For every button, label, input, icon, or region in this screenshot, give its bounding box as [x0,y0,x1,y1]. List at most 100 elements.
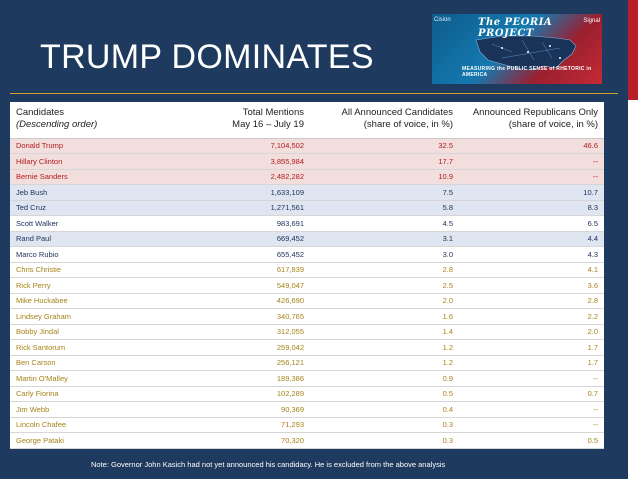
republicans-share-cell: -- [459,370,604,387]
total-mentions-cell: 1,271,561 [160,200,310,216]
candidate-name-cell: Ben Carson [10,355,160,371]
all-candidates-share-cell: 0.9 [310,370,459,387]
cision-brand: Cision [434,17,451,23]
republicans-share-cell: -- [459,153,604,170]
republicans-share-cell: -- [459,169,604,185]
total-mentions-cell: 426,690 [160,293,310,309]
republicans-share-cell: -- [459,417,604,433]
all-candidates-share-cell: 3.1 [310,231,459,247]
total-mentions-cell: 617,839 [160,262,310,278]
republicans-share-cell: 4.1 [459,262,604,278]
table-row: Rand Paul 669,452 3.1 4.4 [10,231,604,247]
candidate-name-cell: Bobby Jindal [10,324,160,340]
candidate-name-cell: George Pataki [10,432,160,449]
table-row: Bobby Jindal 312,055 1.4 2.0 [10,324,604,340]
republicans-share-cell: 3.6 [459,277,604,294]
total-mentions-cell: 1,633,109 [160,184,310,201]
table-row: Rick Santorum 259,042 1.2 1.7 [10,339,604,356]
table-row: George Pataki 70,320 0.3 0.5 [10,432,604,449]
all-candidates-share-cell: 7.5 [310,184,459,201]
candidate-name-cell: Rand Paul [10,231,160,247]
total-mentions-cell: 983,691 [160,215,310,232]
logo-tagline: MEASURING the PUBLIC SENSE of RHETORIC i… [462,66,592,78]
republicans-share-cell: 2.8 [459,293,604,309]
republicans-share-cell: 10.7 [459,184,604,201]
header-republicans-only: Announced Republicans Only (share of voi… [459,102,604,139]
table-row: Marco Rubio 655,452 3.0 4.3 [10,246,604,263]
all-candidates-share-cell: 0.3 [310,432,459,449]
candidate-name-cell: Carly Fiorina [10,386,160,402]
header-total-mentions: Total Mentions May 16 – July 19 [160,102,310,139]
candidate-name-cell: Jeb Bush [10,184,160,201]
table-row: Scott Walker 983,691 4.5 6.5 [10,215,604,232]
republicans-share-cell: -- [459,401,604,418]
total-mentions-cell: 259,042 [160,339,310,356]
table-row: Lincoln Chafee 71,293 0.3 -- [10,417,604,433]
republicans-share-cell: 2.0 [459,324,604,340]
logo-title: The PEORIA PROJECT [478,17,553,39]
table-row: Mike Huckabee 426,690 2.0 2.8 [10,293,604,309]
total-mentions-cell: 549,047 [160,277,310,294]
republicans-share-cell: 0.7 [459,386,604,402]
table-row: Rick Perry 549,047 2.5 3.6 [10,277,604,294]
table-row: Ted Cruz 1,271,561 5.8 8.3 [10,200,604,216]
all-candidates-share-cell: 32.5 [310,138,459,154]
table-row: Lindsey Graham 340,765 1.6 2.2 [10,308,604,325]
table-row: Carly Fiorina 102,289 0.5 0.7 [10,386,604,402]
table-row: Donald Trump 7,104,502 32.5 46.6 [10,138,604,154]
all-candidates-share-cell: 2.0 [310,293,459,309]
table-row: Jeb Bush 1,633,109 7.5 10.7 [10,184,604,201]
candidate-name-cell: Ted Cruz [10,200,160,216]
table-row: Chris Christie 617,839 2.8 4.1 [10,262,604,278]
candidate-name-cell: Chris Christie [10,262,160,278]
peoria-project-logo: Cision The PEORIA PROJECT Signal MEASURI… [432,14,602,84]
candidate-name-cell: Scott Walker [10,215,160,232]
all-candidates-share-cell: 0.3 [310,417,459,433]
republicans-share-cell: 0.5 [459,432,604,449]
all-candidates-share-cell: 2.5 [310,277,459,294]
table-row: Bernie Sanders 2,482,282 10.9 -- [10,169,604,185]
right-edge-strip [628,0,638,479]
candidate-name-cell: Bernie Sanders [10,169,160,185]
us-map-icon [475,35,577,71]
share-of-voice-table: Candidates (Descending order) Total Ment… [10,102,604,449]
all-candidates-share-cell: 1.2 [310,339,459,356]
all-candidates-share-cell: 1.2 [310,355,459,371]
right-edge-accent [628,0,638,100]
table-header-row: Candidates (Descending order) Total Ment… [10,102,604,139]
signal-brand: Signal [583,18,600,24]
republicans-share-cell: 1.7 [459,339,604,356]
table-body: Donald Trump 7,104,502 32.5 46.6 Hillary Cli… [10,138,604,449]
total-mentions-cell: 2,482,282 [160,169,310,185]
header-all-candidates: All Announced Candidates (share of voice… [310,102,459,139]
all-candidates-share-cell: 0.5 [310,386,459,402]
all-candidates-share-cell: 10.9 [310,169,459,185]
all-candidates-share-cell: 5.8 [310,200,459,216]
candidate-name-cell: Hillary Clinton [10,153,160,170]
slide-title: TRUMP DOMINATES [40,38,374,76]
table-row: Hillary Clinton 3,855,984 17.7 -- [10,153,604,170]
candidate-name-cell: Lindsey Graham [10,308,160,325]
total-mentions-cell: 7,104,502 [160,138,310,154]
republicans-share-cell: 4.4 [459,231,604,247]
total-mentions-cell: 655,452 [160,246,310,263]
candidate-name-cell: Mike Huckabee [10,293,160,309]
total-mentions-cell: 71,293 [160,417,310,433]
all-candidates-share-cell: 1.4 [310,324,459,340]
republicans-share-cell: 2.2 [459,308,604,325]
total-mentions-cell: 3,855,984 [160,153,310,170]
all-candidates-share-cell: 0.4 [310,401,459,418]
total-mentions-cell: 189,386 [160,370,310,387]
republicans-share-cell: 4.3 [459,246,604,263]
table-row: Ben Carson 256,121 1.2 1.7 [10,355,604,371]
candidate-name-cell: Martin O'Malley [10,370,160,387]
candidate-name-cell: Rick Santorum [10,339,160,356]
total-mentions-cell: 340,765 [160,308,310,325]
republicans-share-cell: 8.3 [459,200,604,216]
candidate-name-cell: Donald Trump [10,138,160,154]
table-row: Jim Webb 90,369 0.4 -- [10,401,604,418]
footnote: Note: Governor John Kasich had not yet a… [91,460,446,469]
all-candidates-share-cell: 4.5 [310,215,459,232]
candidate-name-cell: Lincoln Chafee [10,417,160,433]
all-candidates-share-cell: 3.0 [310,246,459,263]
